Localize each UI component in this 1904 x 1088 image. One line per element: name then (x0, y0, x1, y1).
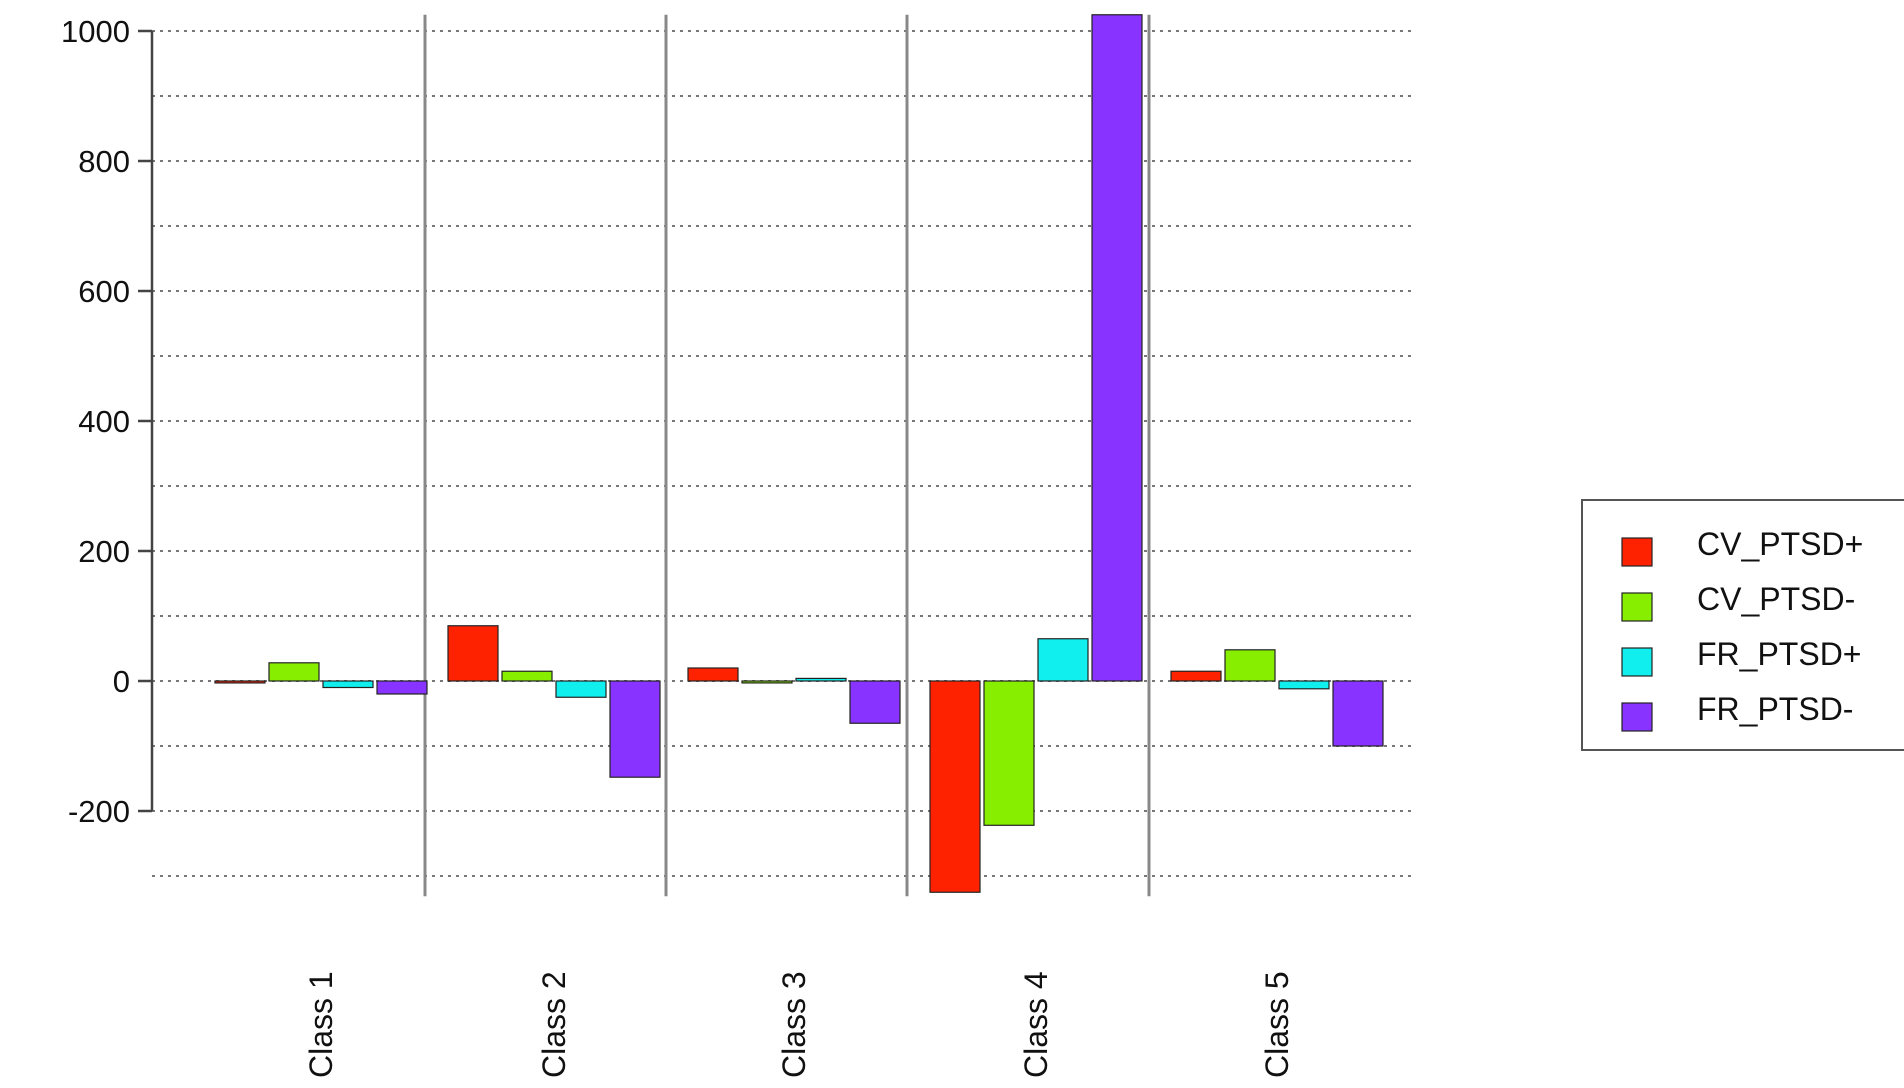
bar-FR_PTSD--class-3 (849, 680, 901, 724)
bar-FR_PTSD--class-4 (1091, 14, 1143, 682)
legend-swatch (1621, 592, 1653, 622)
bar-CV_PTSD--class-1 (268, 662, 320, 682)
bar-CV_PTSD+-class-5 (1170, 670, 1222, 682)
category-labels: Class 1 Class 2 Class 3 Class 4 Class 5 (303, 971, 1295, 1078)
y-tick-label: 800 (78, 144, 130, 179)
bar-FR_PTSD--class-1 (376, 680, 428, 695)
category-label: Class 5 (1259, 971, 1295, 1078)
legend-label: FR_PTSD+ (1697, 636, 1861, 672)
legend-swatch (1621, 647, 1653, 677)
bar-CV_PTSD+-class-3 (687, 667, 739, 682)
category-label: Class 1 (303, 971, 339, 1078)
bar-FR_PTSD+-class-1 (322, 680, 374, 689)
bar-CV_PTSD--class-3 (741, 680, 793, 684)
bar-FR_PTSD+-class-2 (555, 680, 607, 698)
grid-lines (152, 30, 1415, 877)
y-tick-label: 0 (113, 664, 130, 699)
bar-CV_PTSD+-class-1 (214, 680, 266, 684)
legend-swatch (1621, 702, 1653, 732)
y-axis: -200 0 200 400 600 800 1000 (61, 14, 154, 829)
y-tick-label: 1000 (61, 14, 130, 49)
bar-FR_PTSD--class-5 (1332, 680, 1384, 747)
y-tick-label: 600 (78, 274, 130, 309)
y-tick-label: 200 (78, 534, 130, 569)
bars (214, 14, 1384, 893)
category-label: Class 4 (1018, 971, 1054, 1078)
bar-CV_PTSD--class-4 (983, 680, 1035, 826)
bar-FR_PTSD--class-2 (609, 680, 661, 778)
category-label: Class 2 (536, 971, 572, 1078)
legend-label: FR_PTSD- (1697, 691, 1853, 727)
y-tick-label: 400 (78, 404, 130, 439)
bar-CV_PTSD+-class-4 (929, 680, 981, 893)
legend: CV_PTSD+ CV_PTSD- FR_PTSD+ FR_PTSD- (1581, 499, 1904, 751)
category-label: Class 3 (776, 971, 812, 1078)
y-tick-label: -200 (68, 794, 130, 829)
bar-FR_PTSD+-class-5 (1278, 680, 1330, 690)
bar-CV_PTSD--class-2 (501, 670, 553, 682)
legend-label: CV_PTSD+ (1697, 526, 1863, 562)
bar-FR_PTSD+-class-4 (1037, 638, 1089, 682)
legend-swatch (1621, 537, 1653, 567)
category-separators (423, 14, 1151, 897)
bar-CV_PTSD--class-5 (1224, 649, 1276, 682)
legend-label: CV_PTSD- (1697, 581, 1855, 617)
bar-FR_PTSD+-class-3 (795, 677, 847, 682)
bar-CV_PTSD+-class-2 (447, 625, 499, 682)
